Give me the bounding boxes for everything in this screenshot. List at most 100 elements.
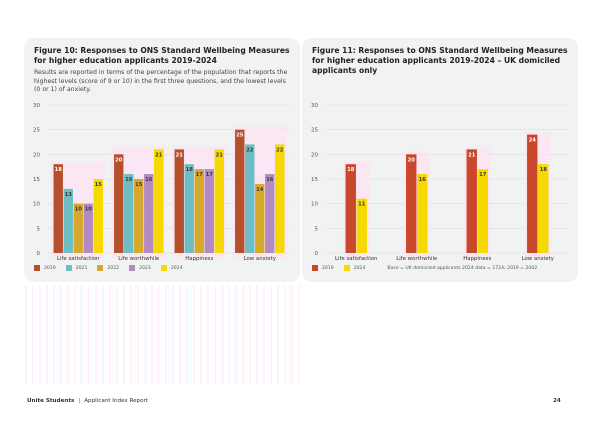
bar-2019-life-worthwhile bbox=[406, 154, 417, 253]
bar-2023-happiness bbox=[204, 169, 214, 253]
x-category-label: Life worthwhile bbox=[396, 256, 438, 262]
figure-10-card: Figure 10: Responses to ONS Standard Wel… bbox=[24, 38, 300, 282]
bar-2021-low-anxiety bbox=[245, 144, 255, 253]
legend-item-2022: 2022 bbox=[97, 265, 119, 271]
legend-item-2023: 2023 bbox=[129, 265, 151, 271]
data-label: 21 bbox=[155, 152, 163, 158]
y-tick-label: 0 bbox=[37, 251, 41, 257]
data-label: 22 bbox=[276, 147, 284, 153]
legend-label: 2023 bbox=[139, 265, 151, 271]
bar-2024-life-satisfaction bbox=[93, 179, 103, 253]
legend-item-2019: 2019 bbox=[34, 265, 56, 271]
bar-2022-life-worthwhile bbox=[134, 179, 144, 253]
x-category-label: Low anxiety bbox=[522, 256, 555, 262]
bar-2024-happiness bbox=[477, 169, 488, 253]
bar-2019-low-anxiety bbox=[235, 129, 245, 253]
x-category-label: Life satisfaction bbox=[335, 256, 377, 262]
data-label: 24 bbox=[529, 138, 537, 144]
figure-11-title: Figure 11: Responses to ONS Standard Wel… bbox=[312, 46, 568, 75]
data-label: 11 bbox=[358, 202, 366, 208]
y-tick-label: 15 bbox=[33, 177, 40, 183]
data-label: 17 bbox=[206, 172, 214, 178]
legend-item-2024: 2024 bbox=[343, 265, 366, 271]
legend-swatch bbox=[129, 265, 136, 271]
figure-10-title: Figure 10: Responses to ONS Standard Wel… bbox=[34, 46, 290, 65]
bar-2024-life-worthwhile bbox=[154, 149, 164, 253]
bar-2019-happiness bbox=[466, 149, 477, 253]
base-note: Base = UK domiciled applicants 2024 data… bbox=[387, 265, 538, 271]
x-category-label: Life worthwhile bbox=[118, 256, 160, 262]
figure-11-card: Figure 11: Responses to ONS Standard Wel… bbox=[302, 38, 578, 282]
y-tick-label: 30 bbox=[311, 103, 318, 109]
y-tick-label: 20 bbox=[33, 152, 40, 158]
y-tick-label: 10 bbox=[33, 202, 40, 208]
data-label: 17 bbox=[196, 172, 204, 178]
legend-label: 2024 bbox=[353, 265, 366, 271]
data-label: 16 bbox=[419, 177, 427, 183]
bar-2022-life-satisfaction bbox=[73, 203, 83, 253]
data-label: 25 bbox=[236, 133, 244, 139]
y-tick-label: 0 bbox=[315, 251, 319, 257]
bar-2024-life-worthwhile bbox=[417, 174, 428, 253]
data-label: 21 bbox=[468, 152, 476, 158]
data-label: 22 bbox=[246, 147, 254, 153]
data-label: 18 bbox=[186, 167, 194, 173]
bar-2021-happiness bbox=[184, 164, 194, 253]
x-category-label: Life satisfaction bbox=[57, 256, 99, 262]
x-category-label: Low anxiety bbox=[244, 256, 277, 262]
legend-swatch bbox=[160, 265, 167, 271]
legend-swatch bbox=[97, 265, 104, 271]
bar-2024-low-anxiety bbox=[275, 144, 285, 253]
data-label: 15 bbox=[135, 182, 143, 188]
legend-label: 2024 bbox=[170, 265, 183, 271]
bar-2021-life-worthwhile bbox=[124, 174, 134, 253]
data-label: 13 bbox=[65, 192, 73, 198]
legend-item-2024: 2024 bbox=[160, 265, 183, 271]
legend-swatch bbox=[312, 265, 318, 271]
data-label: 21 bbox=[176, 152, 184, 158]
data-label: 20 bbox=[408, 157, 416, 163]
bar-2024-life-satisfaction bbox=[356, 198, 367, 253]
y-tick-label: 10 bbox=[311, 202, 318, 208]
bar-2019-low-anxiety bbox=[527, 134, 538, 253]
bar-2023-life-satisfaction bbox=[83, 203, 93, 253]
footer-separator: | bbox=[78, 398, 81, 404]
y-tick-label: 30 bbox=[33, 103, 40, 109]
legend-item-2021: 2021 bbox=[65, 265, 88, 271]
data-label: 15 bbox=[95, 182, 103, 188]
y-tick-label: 25 bbox=[311, 128, 318, 134]
page-number: 24 bbox=[553, 398, 561, 404]
data-label: 10 bbox=[75, 207, 83, 213]
bar-2019-life-satisfaction bbox=[345, 164, 356, 253]
x-category-label: Happiness bbox=[185, 256, 213, 262]
bar-2022-low-anxiety bbox=[255, 183, 265, 253]
data-label: 18 bbox=[55, 167, 63, 173]
data-label: 20 bbox=[115, 157, 123, 163]
y-tick-label: 15 bbox=[311, 177, 318, 183]
y-tick-label: 5 bbox=[37, 226, 41, 232]
legend-label: 2022 bbox=[107, 265, 120, 271]
y-tick-label: 20 bbox=[311, 152, 318, 158]
page-footer: Unite Students | Applicant Index Report bbox=[27, 398, 148, 404]
data-label: 18 bbox=[540, 167, 548, 173]
legend-label: 2021 bbox=[75, 265, 88, 271]
bar-2019-life-satisfaction bbox=[53, 164, 63, 253]
x-category-label: Happiness bbox=[463, 256, 491, 262]
bar-2019-life-worthwhile bbox=[114, 154, 124, 253]
bar-2024-low-anxiety bbox=[538, 164, 549, 253]
figure-10-legend: 2019 2021 2022 2023 2024 bbox=[34, 265, 193, 271]
data-label: 21 bbox=[216, 152, 224, 158]
legend-label: 2019 bbox=[322, 265, 334, 271]
figure-11-chart: 0 5 10 15 20 25 30 18 11 Life satisfaction 20 16 Lif… bbox=[311, 103, 568, 262]
data-label: 10 bbox=[85, 207, 93, 213]
legend-swatch bbox=[34, 265, 40, 271]
faint-artifact-overlay bbox=[25, 285, 300, 385]
data-label: 17 bbox=[479, 172, 487, 178]
y-tick-label: 5 bbox=[315, 226, 319, 232]
data-label: 18 bbox=[347, 167, 355, 173]
bar-2023-low-anxiety bbox=[265, 174, 275, 253]
data-label: 16 bbox=[125, 177, 133, 183]
bar-2022-happiness bbox=[194, 169, 204, 253]
footer-brand: Unite Students bbox=[27, 398, 75, 404]
